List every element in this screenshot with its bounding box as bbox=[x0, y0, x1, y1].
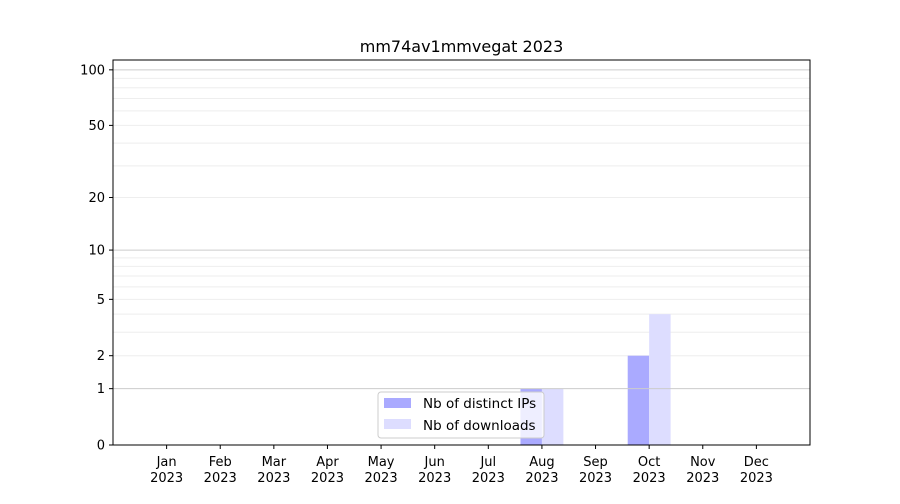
grid bbox=[113, 77, 810, 357]
x-tick-label-year: 2023 bbox=[525, 471, 558, 486]
x-tick-label: Jun bbox=[424, 455, 445, 470]
legend-box bbox=[377, 391, 545, 439]
x-tick-label: Feb bbox=[209, 455, 232, 470]
x-tick-label-year: 2023 bbox=[257, 471, 290, 486]
y-axis: 0 1 2 5 10 20 50 100 bbox=[80, 63, 113, 454]
x-tick-label-year: 2023 bbox=[150, 471, 183, 486]
x-tick-label: Dec bbox=[744, 455, 769, 470]
bar-downloads bbox=[649, 314, 671, 445]
x-tick-label: Oct bbox=[638, 455, 660, 470]
y-tick-label: 50 bbox=[88, 119, 105, 134]
x-tick-label: Mar bbox=[262, 455, 287, 470]
y-tick-label: 20 bbox=[88, 191, 105, 206]
x-tick-label-year: 2023 bbox=[365, 471, 398, 486]
x-axis: Jan2023Feb2023Mar2023Apr2023May2023Jun20… bbox=[150, 445, 773, 486]
x-tick-label: Sep bbox=[583, 455, 608, 470]
x-tick-label: Nov bbox=[690, 455, 716, 470]
legend-label-downloads: Nb of downloads bbox=[423, 418, 536, 434]
bar-downloads bbox=[541, 388, 564, 445]
x-tick-label-year: 2023 bbox=[311, 471, 344, 486]
legend: Nb of distinct IPs Nb of downloads bbox=[377, 391, 545, 439]
legend-label-distinct-ips: Nb of distinct IPs bbox=[423, 396, 536, 412]
x-tick-label-year: 2023 bbox=[686, 471, 719, 486]
x-tick-label-year: 2023 bbox=[579, 471, 612, 486]
bar-distinct-ips bbox=[627, 355, 650, 445]
legend-swatch-downloads bbox=[384, 419, 411, 429]
y-tick-label: 1 bbox=[97, 382, 105, 397]
legend-swatch-distinct-ips bbox=[384, 398, 411, 408]
y-tick-label: 10 bbox=[88, 244, 105, 259]
plot-frame bbox=[112, 59, 811, 446]
chart-title: mm74av1mmvegat 2023 bbox=[360, 37, 564, 56]
y-tick-label: 100 bbox=[80, 63, 105, 78]
x-tick-label-year: 2023 bbox=[418, 471, 451, 486]
grid-major bbox=[113, 69, 810, 390]
x-tick-label: May bbox=[368, 455, 395, 470]
x-tick-label-year: 2023 bbox=[204, 471, 237, 486]
x-tick-label-year: 2023 bbox=[633, 471, 666, 486]
x-tick-label-year: 2023 bbox=[740, 471, 773, 486]
y-tick-label: 2 bbox=[97, 349, 105, 364]
x-tick-label-year: 2023 bbox=[472, 471, 505, 486]
y-tick-label: 5 bbox=[97, 293, 105, 308]
y-tick-label: 0 bbox=[97, 439, 105, 454]
x-tick-label: Apr bbox=[316, 455, 339, 470]
x-tick-label: Jan bbox=[156, 455, 177, 470]
x-tick-label: Aug bbox=[529, 455, 554, 470]
x-tick-label: Jul bbox=[479, 455, 496, 470]
